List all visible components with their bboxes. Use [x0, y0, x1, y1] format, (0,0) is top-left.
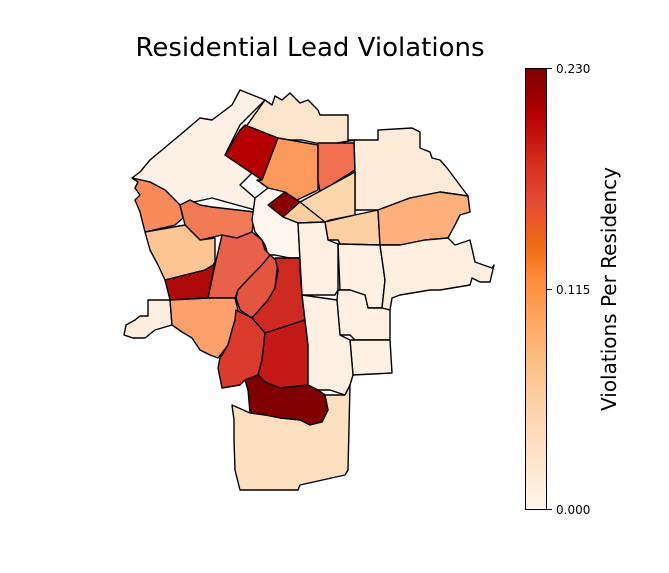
colorbar-tick-label-max: 0.230 [556, 62, 591, 76]
colorbar-tick-label-min: 0.000 [556, 503, 591, 517]
region-east-large [379, 237, 495, 311]
region-north-red [224, 124, 279, 181]
region-north-top [244, 92, 356, 146]
colorbar-tick-mid [547, 289, 552, 290]
colorbar-tick-min [547, 509, 552, 510]
region-southwest-orange [169, 297, 239, 359]
colorbar-tick-max [547, 68, 552, 69]
region-south-large-peach [231, 384, 351, 491]
region-northeast [353, 127, 469, 211]
colorbar-tick-label-mid: 0.115 [556, 283, 591, 297]
colorbar [525, 68, 547, 510]
region-east-center-white-4 [349, 339, 393, 376]
chart-title: Residential Lead Violations [135, 33, 485, 63]
region-west-arm [123, 299, 173, 339]
colorbar-label: Violations Per Residency [597, 167, 621, 411]
